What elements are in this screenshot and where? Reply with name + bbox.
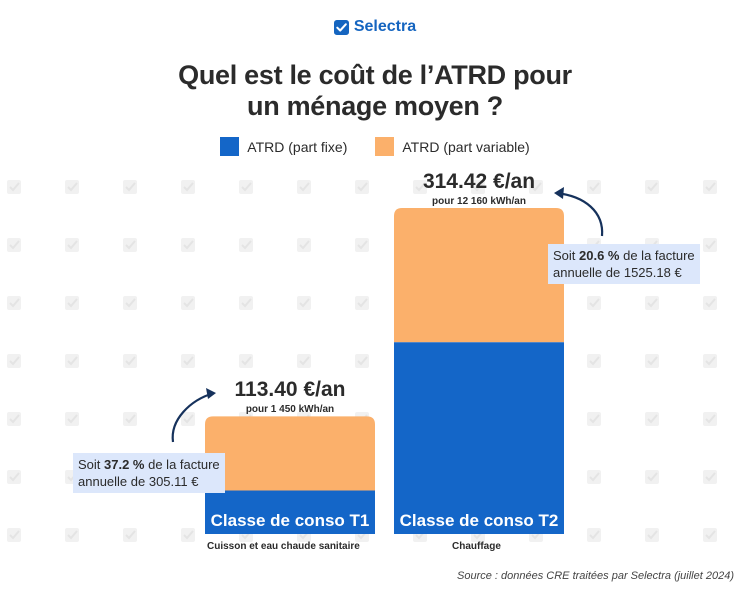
total-label-t2: 314.42 €/an pour 12 160 kWh/an bbox=[394, 170, 564, 207]
watermark-check-icon bbox=[65, 354, 79, 368]
watermark-check-icon bbox=[239, 296, 253, 310]
consumption-label-t2: pour 12 160 kWh/an bbox=[432, 196, 526, 207]
share-pct-t1: 37.2 % bbox=[104, 457, 145, 472]
watermark-check-icon bbox=[65, 238, 79, 252]
source-note: Source : données CRE traitées par Select… bbox=[457, 570, 734, 582]
watermark-check-icon bbox=[587, 354, 601, 368]
watermark-check-icon bbox=[7, 412, 21, 426]
watermark-check-icon bbox=[355, 180, 369, 194]
watermark-check-icon bbox=[355, 238, 369, 252]
chart-title: Quel est le coût de l’ATRD pour un ménag… bbox=[0, 60, 750, 122]
watermark-check-icon bbox=[645, 354, 659, 368]
watermark-check-icon bbox=[123, 528, 137, 542]
watermark-check-icon bbox=[181, 354, 195, 368]
total-label-t1: 113.40 €/an pour 1 450 kWh/an bbox=[205, 378, 375, 415]
watermark-check-icon bbox=[7, 296, 21, 310]
watermark-check-icon bbox=[123, 354, 137, 368]
watermark-check-icon bbox=[703, 412, 717, 426]
watermark-check-icon bbox=[703, 528, 717, 542]
watermark-check-icon bbox=[239, 180, 253, 194]
watermark-check-icon bbox=[65, 412, 79, 426]
share-note-t2-line-1: Soit 20.6 % de la facture bbox=[553, 248, 695, 263]
watermark-check-icon bbox=[587, 470, 601, 484]
watermark-check-icon bbox=[297, 238, 311, 252]
arrowhead-t1-icon bbox=[206, 388, 216, 399]
watermark-check-icon bbox=[645, 296, 659, 310]
legend-item-fixe: ATRD (part fixe) bbox=[220, 137, 347, 156]
chart-title-line-2: un ménage moyen ? bbox=[247, 91, 503, 121]
share-pct-t2: 20.6 % bbox=[579, 248, 620, 263]
watermark-check-icon bbox=[181, 528, 195, 542]
watermark-check-icon bbox=[181, 238, 195, 252]
legend-swatch-variable bbox=[375, 137, 395, 156]
watermark-check-icon bbox=[587, 180, 601, 194]
watermark-check-icon bbox=[587, 296, 601, 310]
watermark-check-icon bbox=[703, 180, 717, 194]
consumption-label-t1: pour 1 450 kWh/an bbox=[245, 404, 335, 415]
arrow-t2-icon bbox=[555, 191, 604, 237]
arrowhead-t2-icon bbox=[554, 187, 564, 199]
watermark-check-icon bbox=[181, 296, 195, 310]
watermark-check-icon bbox=[355, 354, 369, 368]
selectra-check-icon bbox=[333, 19, 349, 35]
watermark-check-icon bbox=[587, 412, 601, 426]
watermark-check-icon bbox=[181, 180, 195, 194]
bar-t1-fixe bbox=[205, 490, 375, 534]
watermark-check-icon bbox=[471, 180, 485, 194]
category-label-t2: Classe de conso T2 bbox=[400, 511, 559, 530]
share-note-t2-line-2: annuelle de 1525.18 € bbox=[553, 265, 682, 280]
watermark-check-icon bbox=[703, 470, 717, 484]
watermark-check-icon bbox=[297, 296, 311, 310]
category-label-t1: Classe de conso T1 bbox=[211, 511, 370, 530]
watermark-check-icon bbox=[65, 296, 79, 310]
legend-item-variable: ATRD (part variable) bbox=[375, 137, 530, 156]
legend-swatch-fixe bbox=[220, 137, 240, 156]
watermark-check-icon bbox=[297, 180, 311, 194]
watermark-check-icon bbox=[123, 296, 137, 310]
watermark-check-icon bbox=[7, 180, 21, 194]
category-description-t2: Chauffage bbox=[452, 541, 501, 552]
chart-title-line-1: Quel est le coût de l’ATRD pour bbox=[178, 60, 572, 90]
category-description-t1: Cuisson et eau chaude sanitaire bbox=[207, 541, 360, 552]
total-value-t1: 113.40 €/an bbox=[234, 378, 346, 401]
watermark-check-icon bbox=[239, 238, 253, 252]
watermark-check-icon bbox=[123, 238, 137, 252]
watermark-check-icon bbox=[587, 528, 601, 542]
bar-t2-fixe bbox=[394, 342, 564, 534]
legend-label-variable: ATRD (part variable) bbox=[402, 138, 530, 155]
share-note-t1: Soit 37.2 % de la facture annuelle de 30… bbox=[73, 453, 225, 493]
watermark-check-icon bbox=[7, 238, 21, 252]
watermark-check-icon bbox=[65, 528, 79, 542]
watermark-check-icon bbox=[355, 296, 369, 310]
watermark-check-icon bbox=[239, 354, 253, 368]
total-value-t2: 314.42 €/an bbox=[422, 170, 536, 193]
watermark-check-icon bbox=[529, 180, 543, 194]
brand-logo: Selectra bbox=[0, 18, 750, 36]
watermark-check-icon bbox=[123, 412, 137, 426]
watermark-check-icon bbox=[123, 180, 137, 194]
watermark-check-icon bbox=[703, 296, 717, 310]
watermark-check-icon bbox=[7, 528, 21, 542]
watermark-check-icon bbox=[413, 180, 427, 194]
watermark-check-icon bbox=[645, 528, 659, 542]
watermark-check-icon bbox=[703, 238, 717, 252]
watermark-check-icon bbox=[645, 180, 659, 194]
share-note-t1-line-2: annuelle de 305.11 € bbox=[78, 474, 199, 489]
bar-t2-variable bbox=[394, 208, 564, 343]
watermark-check-icon bbox=[703, 354, 717, 368]
watermark-check-icon bbox=[645, 470, 659, 484]
watermark-check-icon bbox=[7, 354, 21, 368]
bar-t1-variable bbox=[205, 416, 375, 491]
brand-name: Selectra bbox=[353, 18, 417, 35]
share-note-t2: Soit 20.6 % de la facture annuelle de 15… bbox=[548, 244, 700, 284]
chart-legend: ATRD (part fixe) ATRD (part variable) bbox=[0, 137, 750, 156]
watermark-check-icon bbox=[297, 354, 311, 368]
legend-label-fixe: ATRD (part fixe) bbox=[247, 138, 348, 155]
share-note-t1-line-1: Soit 37.2 % de la facture bbox=[78, 457, 220, 472]
watermark-check-icon bbox=[65, 180, 79, 194]
watermark-check-icon bbox=[7, 470, 21, 484]
watermark-check-icon bbox=[645, 412, 659, 426]
watermark-check-icon bbox=[181, 412, 195, 426]
